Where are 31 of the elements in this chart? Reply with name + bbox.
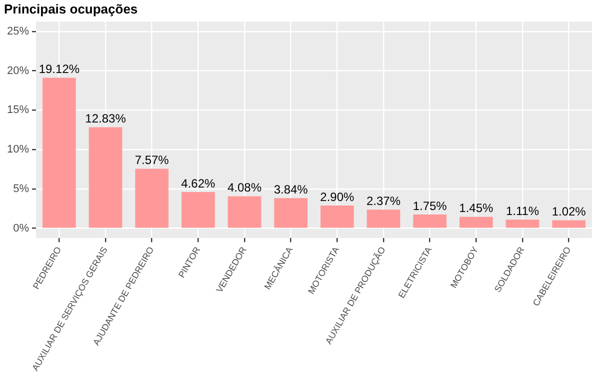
data-label: 1.45% bbox=[459, 201, 494, 216]
bar bbox=[413, 214, 447, 228]
y-tick-label: 10% bbox=[6, 144, 30, 156]
y-tick-label: 0% bbox=[13, 222, 30, 234]
data-label: 12.83% bbox=[85, 112, 126, 126]
data-label: 19.12% bbox=[38, 62, 80, 76]
data-label: 4.08% bbox=[227, 180, 262, 195]
bar bbox=[459, 216, 493, 228]
data-label: 2.37% bbox=[366, 194, 401, 208]
data-label: 7.57% bbox=[134, 153, 170, 168]
bar bbox=[506, 220, 540, 228]
data-label: 3.84% bbox=[274, 182, 308, 196]
data-label: 1.02% bbox=[552, 204, 586, 219]
chart-title: Principais ocupações bbox=[4, 1, 138, 16]
bar bbox=[366, 210, 400, 228]
bar bbox=[88, 127, 122, 228]
bar bbox=[182, 192, 215, 228]
bar bbox=[274, 198, 308, 228]
bar bbox=[228, 196, 262, 228]
data-label: 2.90% bbox=[320, 190, 355, 204]
y-tick-label: 5% bbox=[13, 182, 30, 195]
data-label: 1.75% bbox=[412, 198, 448, 213]
y-tick-label: 25% bbox=[6, 25, 30, 38]
y-tick-label: 15% bbox=[6, 104, 30, 116]
bar bbox=[135, 168, 169, 228]
bar bbox=[42, 78, 76, 228]
data-label: 1.11% bbox=[506, 204, 540, 218]
bar bbox=[552, 220, 586, 228]
data-label: 4.62% bbox=[181, 176, 216, 190]
bar bbox=[320, 205, 354, 228]
y-tick-label: 20% bbox=[6, 64, 30, 77]
